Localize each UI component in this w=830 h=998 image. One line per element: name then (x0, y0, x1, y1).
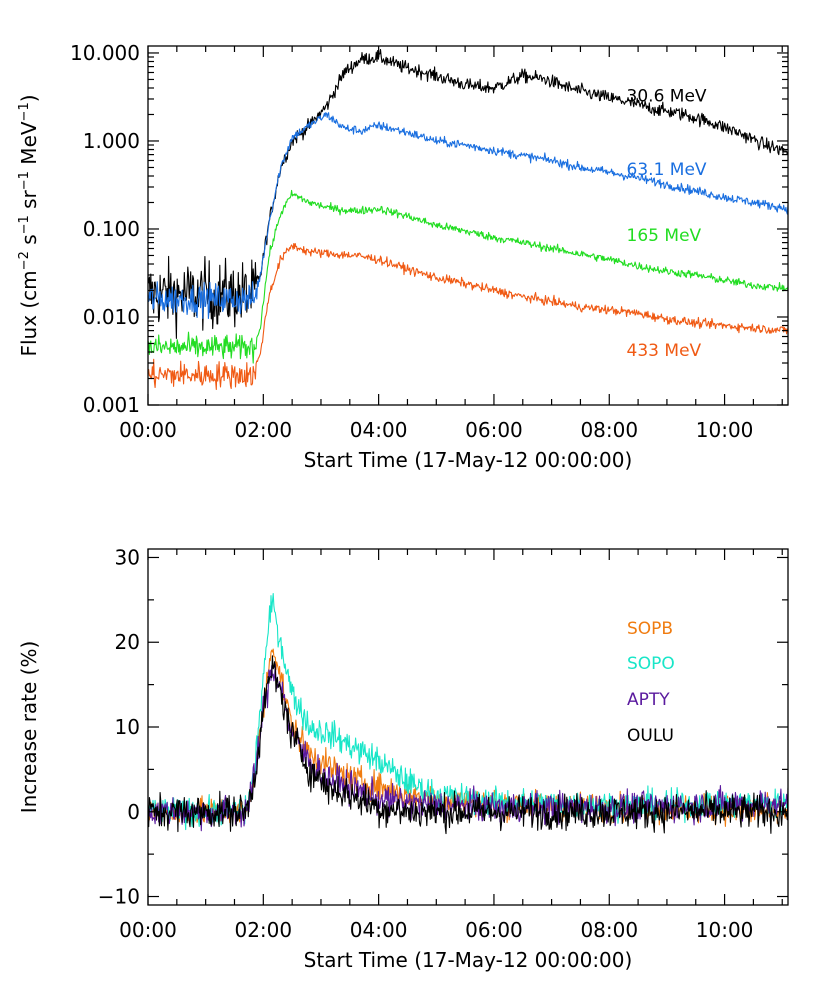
flux-x-tick-label: 08:00 (580, 418, 638, 442)
rate-x-tick-label: 02:00 (234, 918, 292, 942)
flux-y-axis-title-part: sr (17, 189, 41, 215)
flux-series-label-63-1-mev: 63.1 MeV (627, 160, 707, 180)
rate-series-label-oulu: OULU (627, 726, 674, 746)
flux-x-axis-title: Start Time (17-May-12 00:00:00) (304, 448, 633, 472)
flux-x-tick-label: 02:00 (234, 418, 292, 442)
flux-y-axis-title-part: MeV (17, 121, 41, 171)
flux-series-label-433-mev: 433 MeV (627, 341, 702, 361)
flux-x-ticks: 00:00 02:00 04:00 06:00 08:00 10:00 (119, 46, 783, 442)
flux-y-tick-label: 0.100 (83, 217, 140, 241)
flux-series-label-30-6-mev: 30.6 MeV (627, 86, 707, 106)
flux-y-axis-title-superscript: −1 (17, 102, 32, 121)
flux-y-tick-label: 10.000 (70, 41, 140, 65)
rate-y-ticks: −10 0 10 20 30 (98, 545, 788, 909)
rate-series-lines (148, 593, 788, 835)
rate-series-label-sopo: SOPO (627, 654, 675, 674)
rate-y-tick-label: 0 (127, 800, 140, 824)
flux-y-axis-title-superscript: −1 (17, 171, 32, 190)
rate-x-axis-title: Start Time (17-May-12 00:00:00) (304, 948, 633, 972)
flux-series-line-63-1-mev (148, 112, 788, 320)
flux-y-axis-title-part: Flux (cm (17, 270, 41, 356)
flux-x-tick-label: 00:00 (119, 418, 177, 442)
rate-x-ticks: 00:00 02:00 04:00 06:00 08:00 10:00 (119, 549, 783, 942)
flux-x-tick-label: 06:00 (465, 418, 523, 442)
flux-y-tick-label: 1.000 (83, 129, 140, 153)
rate-y-tick-label: −10 (98, 885, 140, 909)
rate-y-axis-title: Increase rate (%) (17, 641, 41, 814)
rate-y-tick-label: 30 (115, 545, 140, 569)
flux-x-tick-label: 04:00 (350, 418, 408, 442)
flux-series-label-165-mev: 165 MeV (627, 226, 702, 246)
rate-series-label-sopb: SOPB (627, 619, 673, 639)
rate-x-tick-label: 00:00 (119, 918, 177, 942)
flux-series-line-30-6-mev (148, 49, 788, 339)
increase-rate-panel: 00:00 02:00 04:00 06:00 08:00 10:00 −10 0 10 20 3… (17, 545, 789, 972)
rate-series-line-oulu (148, 655, 788, 835)
rate-y-tick-label: 20 (115, 630, 140, 654)
rate-y-tick-label: 10 (115, 715, 140, 739)
flux-y-tick-label: 0.010 (83, 305, 140, 329)
flux-y-axis-title-superscript: −1 (17, 215, 32, 234)
flux-plot-frame (147, 45, 789, 406)
flux-panel: 00:00 02:00 04:00 06:00 08:00 10:00 0.001 0.01… (17, 41, 789, 472)
rate-x-tick-label: 06:00 (465, 918, 523, 942)
rate-x-tick-label: 04:00 (350, 918, 408, 942)
flux-y-axis-title: Flux (cm−2 s−1 sr−1 MeV−1) (17, 94, 41, 356)
rate-x-tick-label: 10:00 (696, 918, 754, 942)
flux-series-line-433-mev (148, 242, 788, 391)
rate-legend: SOPB SOPO APTY OULU (627, 619, 675, 746)
flux-series-labels: 30.6 MeV 63.1 MeV 165 MeV 433 MeV (627, 86, 707, 361)
flux-y-axis-title-superscript: −2 (17, 251, 32, 270)
flux-y-axis-title-part: ) (17, 94, 41, 102)
rate-x-tick-label: 08:00 (580, 918, 638, 942)
flux-y-tick-label: 0.001 (83, 393, 140, 417)
flux-y-axis-title-part: s (17, 234, 41, 251)
rate-series-label-apty: APTY (627, 690, 670, 710)
flux-y-ticks: 0.001 0.010 0.100 1.000 10.000 (70, 41, 788, 417)
flux-series-line-165-mev (148, 189, 788, 364)
flux-x-tick-label: 10:00 (696, 418, 754, 442)
flux-series-lines (148, 49, 788, 391)
